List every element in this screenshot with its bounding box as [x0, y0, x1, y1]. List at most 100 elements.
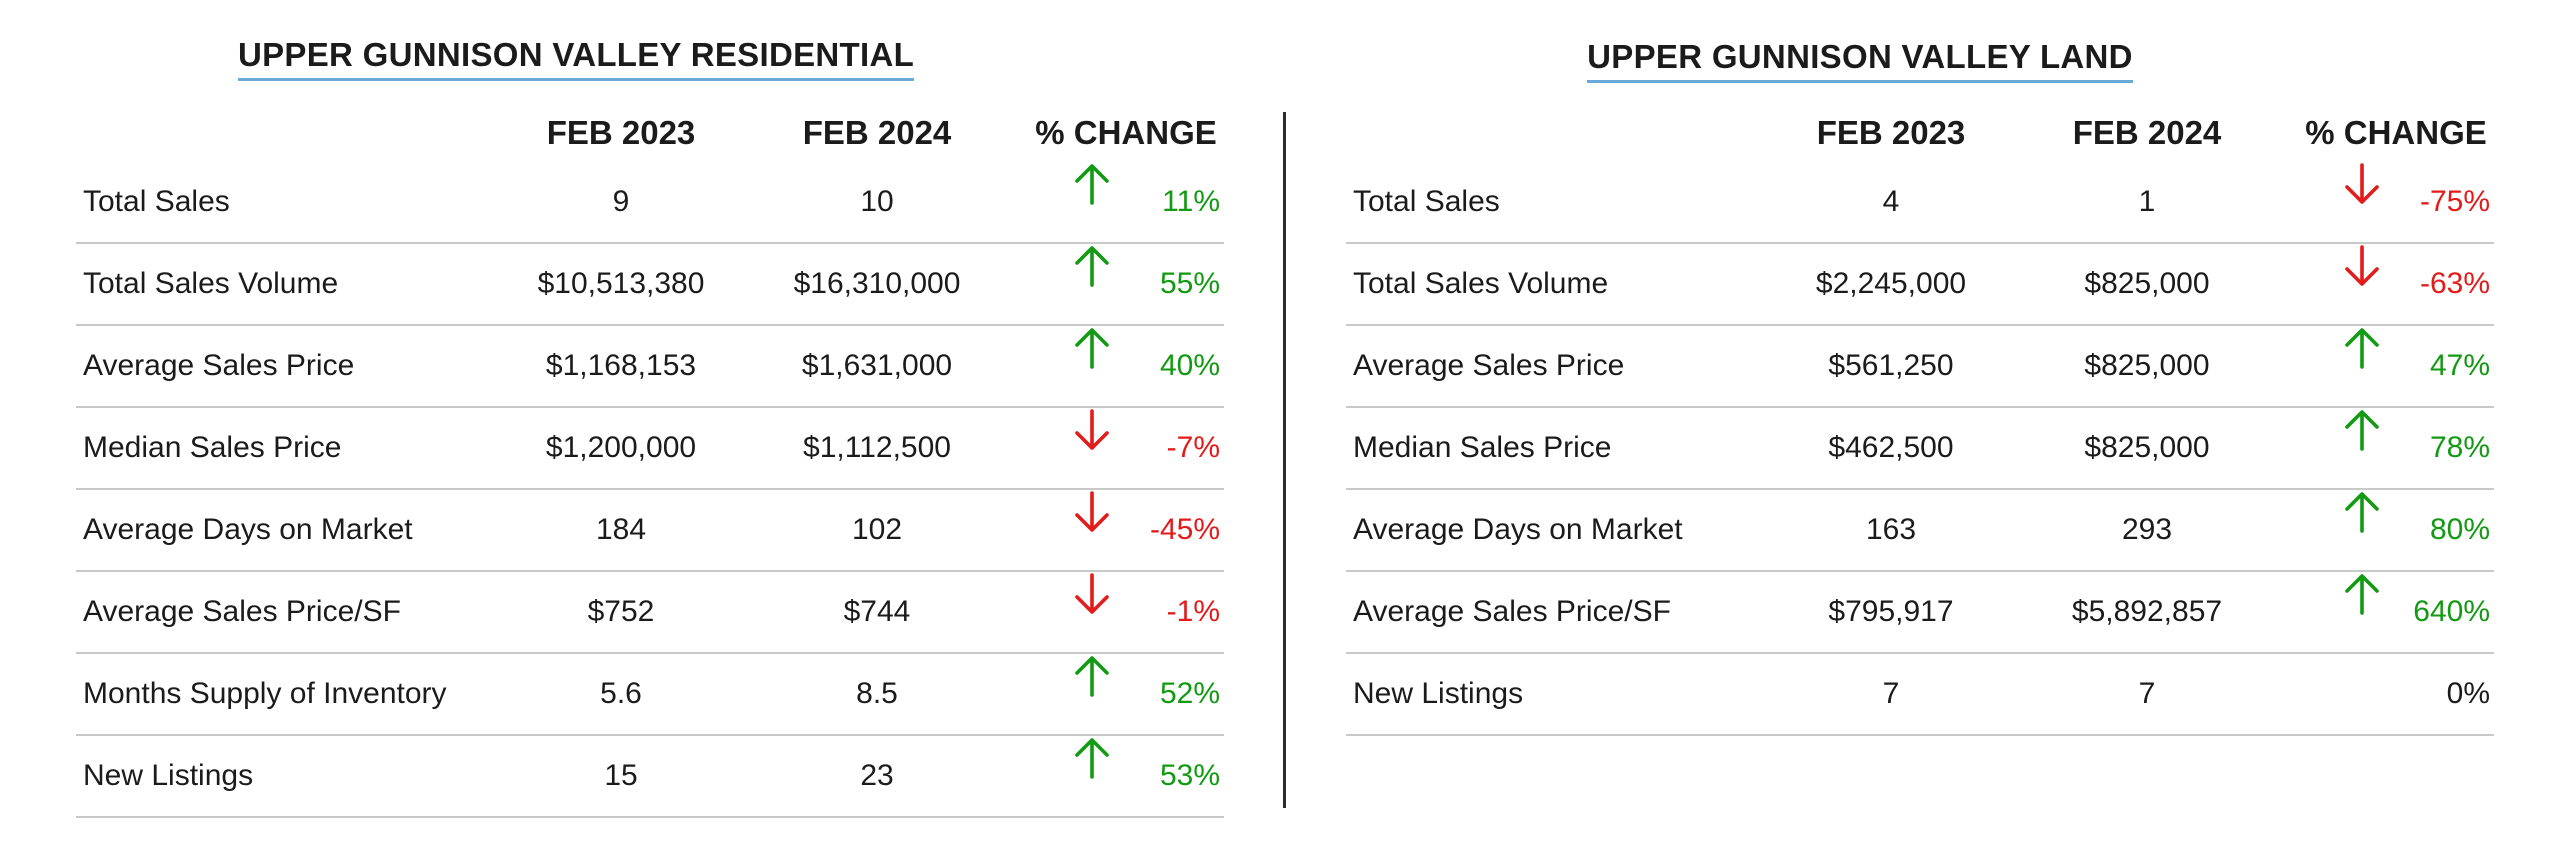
- header-feb-2024: FEB 2024: [2072, 114, 2222, 151]
- value-feb-2024: $825,000: [2084, 267, 2210, 300]
- table-row: Average Days on Market 163 293 80%: [1346, 490, 2494, 572]
- value-feb-2024: $5,892,857: [2071, 595, 2223, 628]
- value-feb-2023: $795,917: [1828, 595, 1954, 628]
- arrow-down-icon: [2342, 162, 2382, 206]
- value-feb-2024: 23: [860, 759, 894, 792]
- arrow-down-icon: [1072, 490, 1112, 534]
- arrow-up-icon: [2342, 572, 2382, 616]
- arrow-up-icon: [1072, 654, 1112, 698]
- percent-change-value: -7%: [1166, 431, 1220, 464]
- header-percent-change: % CHANGE: [2305, 114, 2487, 151]
- header-feb-2023: FEB 2023: [1816, 114, 1966, 151]
- metric-label: New Listings: [1353, 677, 1524, 710]
- value-feb-2023: $1,200,000: [545, 431, 697, 464]
- metric-label: Average Days on Market: [1353, 513, 1683, 546]
- value-feb-2023: 4: [1882, 185, 1900, 218]
- arrow-down-icon: [2342, 244, 2382, 288]
- percent-change-value: 11%: [1162, 185, 1220, 218]
- percent-change-value: 40%: [1159, 349, 1220, 382]
- metric-label: Total Sales Volume: [1353, 267, 1609, 300]
- percent-change-value: 0%: [2446, 677, 2490, 710]
- table-row: Average Sales Price/SF $795,917 $5,892,857…: [1346, 572, 2494, 654]
- table-row: Median Sales Price $462,500 $825,000 78%: [1346, 408, 2494, 490]
- arrow-up-icon: [1072, 736, 1112, 780]
- metric-label: Average Days on Market: [83, 513, 413, 546]
- table-row: Average Sales Price/SF $752 $744 -1%: [76, 572, 1224, 654]
- percent-change-value: -1%: [1166, 595, 1220, 628]
- value-feb-2024: 293: [2121, 513, 2173, 546]
- table-row: Total Sales 4 1 -75%: [1346, 162, 2494, 244]
- table-row: Total Sales 9 10 11%: [76, 162, 1224, 244]
- table-row: New Listings 15 23 53%: [76, 736, 1224, 818]
- value-feb-2024: $16,310,000: [793, 267, 961, 300]
- arrow-up-icon: [1072, 326, 1112, 370]
- percent-change-value: -75%: [2419, 185, 2490, 218]
- value-feb-2024: $744: [843, 595, 911, 628]
- value-feb-2024: 1: [2138, 185, 2156, 218]
- table-row: Months Supply of Inventory 5.6 8.5 52%: [76, 654, 1224, 736]
- value-feb-2023: $2,245,000: [1815, 267, 1967, 300]
- table-row: Total Sales Volume $10,513,380 $16,310,000…: [76, 244, 1224, 326]
- value-feb-2024: 10: [860, 185, 894, 218]
- metric-label: New Listings: [83, 759, 254, 792]
- table-row: Average Sales Price $561,250 $825,000 47%: [1346, 326, 2494, 408]
- land-title: UPPER GUNNISON VALLEY LAND: [1587, 38, 2133, 83]
- table-row: Median Sales Price $1,200,000 $1,112,500 -7…: [76, 408, 1224, 490]
- value-feb-2024: 7: [2138, 677, 2156, 710]
- value-feb-2023: $10,513,380: [537, 267, 705, 300]
- value-feb-2024: 102: [851, 513, 903, 546]
- header-feb-2024: FEB 2024: [802, 114, 952, 151]
- value-feb-2023: $1,168,153: [545, 349, 697, 382]
- percent-change-value: 78%: [2429, 431, 2490, 464]
- value-feb-2023: 15: [604, 759, 638, 792]
- percent-change-value: 640%: [2413, 595, 2490, 628]
- metric-label: Median Sales Price: [83, 431, 342, 464]
- arrow-up-icon: [1072, 244, 1112, 288]
- arrow-up-icon: [2342, 326, 2382, 370]
- metric-label: Average Sales Price/SF: [1353, 595, 1671, 628]
- value-feb-2023: 163: [1865, 513, 1917, 546]
- arrow-down-icon: [1072, 572, 1112, 616]
- arrow-up-icon: [1072, 162, 1112, 206]
- residential-rows: Total Sales 9 10 11% Total Sales Volume $10,5…: [76, 162, 1224, 818]
- percent-change-value: 52%: [1159, 677, 1220, 710]
- panel-divider: [1283, 112, 1286, 808]
- metric-label: Median Sales Price: [1353, 431, 1612, 464]
- land-header-row: FEB 2023 FEB 2024 % CHANGE: [1346, 114, 2494, 164]
- percent-change-value: 80%: [2429, 513, 2490, 546]
- value-feb-2023: 9: [612, 185, 630, 218]
- arrow-up-icon: [2342, 408, 2382, 452]
- percent-change-value: 53%: [1159, 759, 1220, 792]
- percent-change-value: 47%: [2429, 349, 2490, 382]
- metric-label: Months Supply of Inventory: [83, 677, 447, 710]
- percent-change-value: -63%: [2419, 267, 2490, 300]
- metric-label: Average Sales Price/SF: [83, 595, 401, 628]
- arrow-down-icon: [1072, 408, 1112, 452]
- value-feb-2024: $1,112,500: [803, 431, 951, 464]
- value-feb-2023: 5.6: [600, 677, 642, 710]
- value-feb-2024: $825,000: [2084, 349, 2210, 382]
- metric-label: Average Sales Price: [83, 349, 355, 382]
- value-feb-2023: $462,500: [1828, 431, 1954, 464]
- value-feb-2023: 7: [1882, 677, 1900, 710]
- metric-label: Total Sales Volume: [83, 267, 339, 300]
- value-feb-2024: $825,000: [2084, 431, 2210, 464]
- table-row: New Listings 7 7 0%: [1346, 654, 2494, 736]
- value-feb-2024: 8.5: [856, 677, 898, 710]
- metric-label: Average Sales Price: [1353, 349, 1625, 382]
- residential-title: UPPER GUNNISON VALLEY RESIDENTIAL: [237, 36, 915, 81]
- percent-change-value: 55%: [1159, 267, 1220, 300]
- percent-change-value: -45%: [1149, 513, 1220, 546]
- table-row: Total Sales Volume $2,245,000 $825,000 -63%: [1346, 244, 2494, 326]
- value-feb-2024: $1,631,000: [801, 349, 953, 382]
- table-row: Average Days on Market 184 102 -45%: [76, 490, 1224, 572]
- land-rows: Total Sales 4 1 -75% Total Sales Volume $2,24…: [1346, 162, 2494, 736]
- metric-label: Total Sales: [1353, 185, 1500, 218]
- residential-header-row: FEB 2023 FEB 2024 % CHANGE: [76, 114, 1224, 164]
- table-row: Average Sales Price $1,168,153 $1,631,000 4…: [76, 326, 1224, 408]
- header-feb-2023: FEB 2023: [546, 114, 696, 151]
- header-percent-change: % CHANGE: [1035, 114, 1217, 151]
- arrow-up-icon: [2342, 490, 2382, 534]
- metric-label: Total Sales: [83, 185, 230, 218]
